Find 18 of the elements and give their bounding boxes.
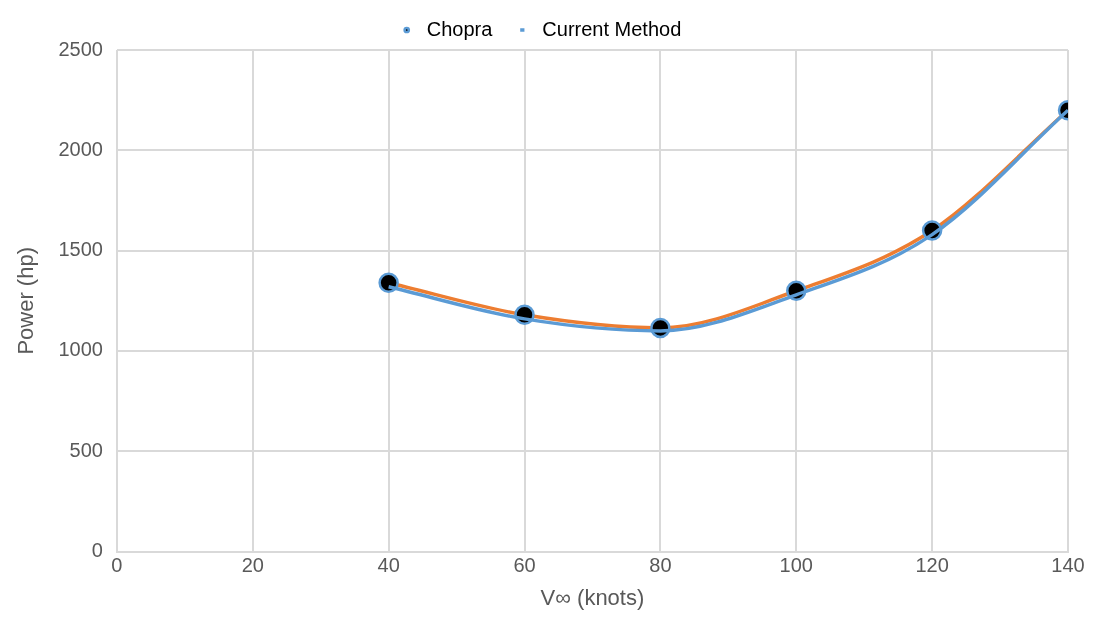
x-tick-label: 100 xyxy=(779,554,813,577)
x-tick-label: 120 xyxy=(915,554,949,577)
y-tick-label: 0 xyxy=(91,539,103,562)
y-tick-label: 500 xyxy=(69,438,103,461)
legend-label: Chopra xyxy=(426,17,494,40)
x-tick-label: 140 xyxy=(1051,554,1085,577)
x-tick-label: 0 xyxy=(111,554,123,577)
x-tick-label: 60 xyxy=(513,554,536,577)
x-tick-label: 40 xyxy=(377,554,400,577)
x-tick-label: 20 xyxy=(241,554,264,577)
x-axis-title: V∞ (knots) xyxy=(540,584,645,610)
y-axis-title: Power (hp) xyxy=(13,247,39,355)
y-tick-label: 1500 xyxy=(58,238,103,261)
y-tick-label: 1000 xyxy=(58,338,103,361)
legend-label: Current Method xyxy=(542,17,682,40)
y-tick-label: 2500 xyxy=(58,37,103,60)
x-tick-label: 80 xyxy=(649,554,672,577)
y-tick-label: 2000 xyxy=(58,137,103,160)
